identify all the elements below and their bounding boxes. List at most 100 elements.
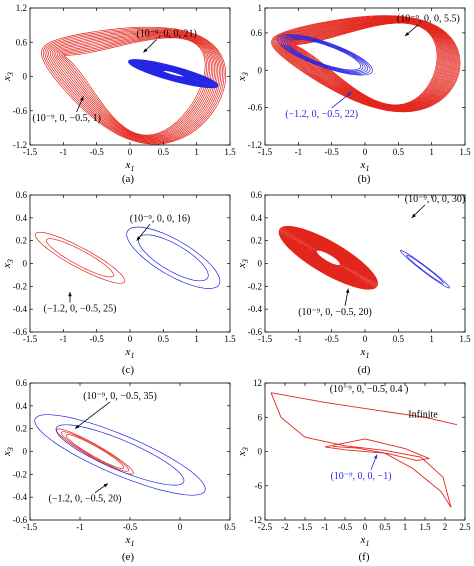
annotation-e-2: (−1.2, 0, −0.5, 20) [49,494,122,505]
series-e-2 [34,414,206,496]
annotation-arrow-shaft [331,91,352,109]
panel-caption: (f) [359,551,370,563]
x-tick-label: 1.5 [459,334,471,344]
series-e-1-loop [56,428,134,475]
series-e-1-loop [65,434,125,469]
panel-caption: (a) [122,173,135,185]
series-c-2-loop [138,234,209,282]
y-axis-label: x3 [1,259,15,269]
series-a-1-loop [44,28,223,144]
x-tick-label: 1.5 [419,522,431,532]
annotation-arrow-head [136,236,141,241]
annotation-b-1: (10⁻⁹, 0, 0, 5.5) [397,14,460,25]
x-tick-label: -1.5 [298,522,313,532]
x-axis-label-sub: 1 [365,539,369,548]
series-a-1-loop [49,31,219,141]
series-d-2-loop [406,254,444,284]
x-tick-label: 0 [363,147,368,157]
x-tick-label: -0.5 [325,334,340,344]
y-tick-label: -0.6 [13,515,28,525]
panel-caption: (c) [122,364,135,376]
x-tick-label: -1 [295,334,303,344]
y-tick-label: -0.6 [248,103,263,113]
panel-c: (10⁻⁹, 0, 0, 16)(−1.2, 0, −0.5, 25)-1.5-… [1,190,236,376]
plot-area-b: (10⁻⁹, 0, 0, 5.5) (−1.2, 0, −0.5, 22) [271,14,461,120]
y-tick-label: 0.4 [16,213,28,223]
series-a-1-loop [46,29,222,143]
x-tick-label: -1.5 [23,522,38,532]
x-tick-label: 0.5 [158,147,170,157]
x-tick-label: -1 [295,147,303,157]
y-tick-label: -0.4 [248,304,263,314]
series-f-2 [270,392,452,508]
series-a-1-loop [55,34,214,139]
series-b-2-loop [286,38,364,72]
x-tick-label: -0.5 [90,334,105,344]
x-tick-label: 0 [363,334,368,344]
x-tick-label: 0.5 [379,522,391,532]
x-axis-label-sub: 1 [365,164,369,173]
annotation-a-2: (10⁻⁹, 0, −0.5, 1) [32,113,101,124]
series-a-1-loop [57,34,212,139]
annotation-arrow-head [80,96,84,101]
y-tick-label: 12 [253,378,262,388]
x-tick-label: 0.5 [224,522,236,532]
y-axis-label-sub: 3 [241,72,250,77]
x-axis-label: x1 [360,534,370,548]
series-b-2-loop [289,39,361,71]
series-e-2-loop [34,414,206,496]
y-tick-label: -0.6 [13,327,28,337]
y-tick-label: 0.4 [16,401,28,411]
y-tick-label: -1.2 [248,140,262,150]
y-tick-label: -0.6 [248,327,263,337]
x-tick-label: 1.5 [224,147,236,157]
plot-area-e: (10⁻⁹, 0, −0.5, 35) (−1.2, 0, −0.5, 20) [34,391,206,505]
series-d-2 [400,250,450,289]
series-a-1-loop [63,37,206,136]
x-tick-label: 0 [178,522,183,532]
series-a-1-loop [60,36,209,137]
series-a-1-loop [42,27,225,144]
y-axis-label-sub: 3 [6,259,15,264]
x-axis-label: x1 [125,534,135,548]
series-a-1-loop [48,30,220,142]
x-axis-label-sub: 1 [365,351,369,360]
x-axis-label: x1 [125,346,135,360]
x-tick-label: 0.5 [393,147,405,157]
annotation-arrow-shaft [74,401,111,429]
series-b-1 [271,15,461,113]
annotation-arrow-head [405,32,410,37]
annotation-arrow-head [68,292,72,297]
plot-area-a: (10⁻⁹, 0, 0, 21) (10⁻⁹, 0, −0.5, 1) [32,26,227,145]
series-b-1-loop [271,15,461,113]
y-tick-label: 0 [258,65,263,75]
x-tick-label: -1.5 [23,147,38,157]
annotation-e-1: (10⁻⁹, 0, −0.5, 35) [83,391,157,402]
y-tick-label: 1.2 [16,3,27,13]
y-tick-label: -0.2 [13,469,27,479]
series-a-1-loop [58,35,211,138]
x-tick-label: 1 [429,147,434,157]
series-c-2-loop [126,226,221,289]
annotation-d-2: (10⁻⁹, 0, −0.5, 20) [298,307,372,318]
annotation-arrow-head [75,424,80,429]
annotation-f-1: (10⁻⁹, 0, −0.5, 0.4 ) [330,384,409,395]
y-tick-label: 1 [258,3,263,13]
y-tick-label: 0.6 [16,190,28,200]
x-tick-label: -1 [60,147,68,157]
x-tick-label: 0 [128,147,133,157]
x-axis-label: x1 [360,346,370,360]
series-c-1-loop [46,238,114,278]
x-tick-label: -1 [60,334,68,344]
x-tick-label: 2.5 [459,522,471,532]
y-tick-label: 0 [23,447,28,457]
y-tick-label: 0.6 [251,28,263,38]
x-tick-label: 1 [194,334,199,344]
series-d-2-loop [400,250,450,289]
y-axis-label: x3 [236,259,250,269]
y-tick-label: 0 [23,72,28,82]
x-tick-label: 1 [429,334,434,344]
x-tick-label: -1.5 [23,334,38,344]
y-tick-label: 0.2 [16,424,27,434]
x-tick-label: 1 [403,522,408,532]
